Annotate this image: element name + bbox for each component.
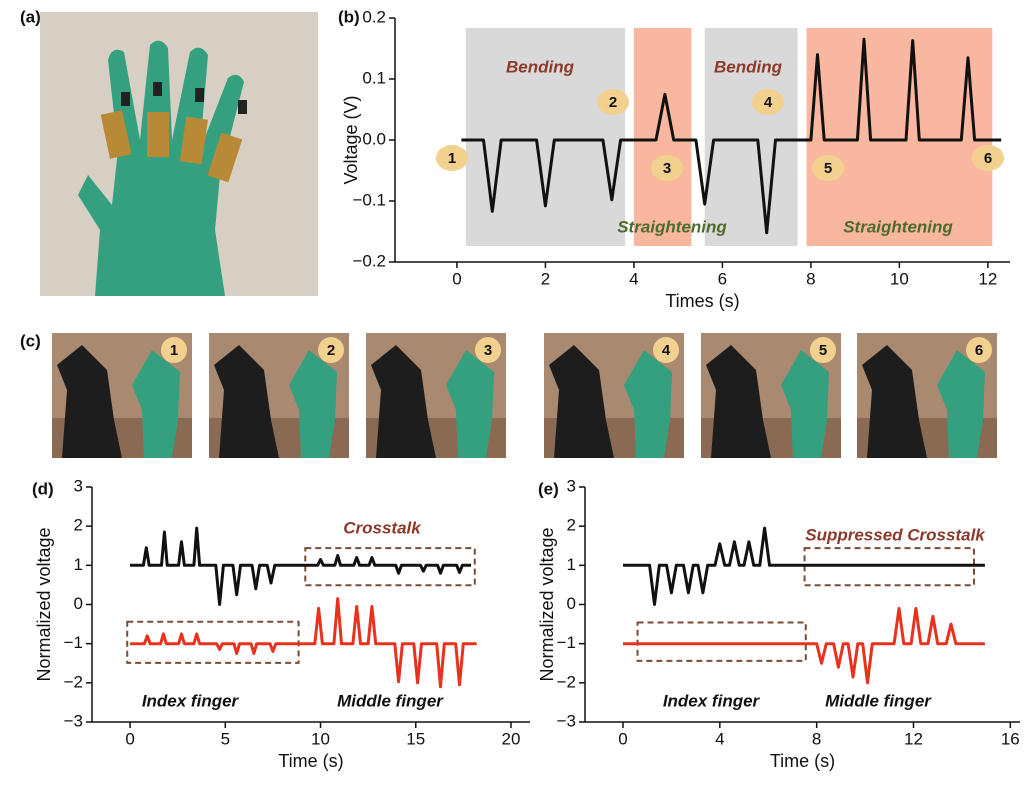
annotation: Index finger [142,691,240,710]
y-tick-label: 0 [74,594,83,613]
x-tick-label: 12 [978,269,997,288]
y-tick-label: −3 [557,711,576,730]
panel-label: (d) [32,479,54,498]
annotation: Suppressed Crosstalk [805,525,986,544]
x-tick-label: 0 [618,729,627,748]
x-tick-label: 6 [718,269,727,288]
signal-line [130,599,477,687]
step-marker-label: 5 [824,160,832,177]
photo-glove [40,12,318,296]
step-marker-label: 4 [764,94,773,111]
x-axis-title: Times (s) [665,291,739,311]
step-marker-label: 3 [663,160,671,177]
x-tick-label: 12 [904,729,923,748]
signal-line [130,528,471,604]
y-axis-title: Normalized voltage [537,527,557,681]
shaded-region [806,28,992,246]
y-tick-label: −3 [64,711,83,730]
y-tick-label: 0 [567,594,576,613]
photo-frame: 4 [544,333,684,458]
photo-frame: 2 [209,333,349,458]
x-axis-title: Time (s) [770,751,835,771]
x-tick-label: 10 [311,729,330,748]
y-tick-label: 2 [567,516,576,535]
y-tick-label: 0.0 [362,129,386,148]
x-tick-label: 4 [629,269,638,288]
annotation: Bending [714,57,783,76]
photo-frame: 5 [701,333,841,458]
x-tick-label: 16 [1001,729,1020,748]
x-tick-label: 4 [715,729,724,748]
frame-number: 4 [662,342,671,359]
y-tick-label: 0.1 [362,68,386,87]
photo-frame: 6 [857,333,997,458]
x-tick-label: 0 [125,729,134,748]
frame-number: 6 [975,342,983,359]
frame-number: 2 [327,342,335,359]
y-tick-label: −1 [557,633,576,652]
photo-strip: 1 2 3 4 5 6 [52,333,997,458]
dashed-box [638,623,806,661]
x-axis-title: Time (s) [278,751,343,771]
y-tick-label: 3 [567,476,576,495]
x-tick-label: 8 [812,729,821,748]
step-marker-label: 1 [448,150,456,167]
y-tick-label: 3 [74,476,83,495]
step-marker-label: 6 [984,150,992,167]
y-tick-label: −2 [557,672,576,691]
frame-number: 3 [484,342,492,359]
annotation: Bending [506,57,575,76]
x-tick-label: 10 [890,269,909,288]
annotation: Crosstalk [343,518,422,537]
y-tick-label: −0.2 [352,251,386,270]
x-tick-label: 0 [452,269,461,288]
x-tick-label: 2 [541,269,550,288]
y-tick-label: 2 [74,516,83,535]
y-tick-label: 1 [567,555,576,574]
signal-line [623,608,985,682]
y-axis-title: Normalized voltage [34,527,54,681]
annotation: Middle finger [825,691,932,710]
annotation: Straightening [843,217,953,236]
photo-frame: 1 [52,333,192,458]
x-tick-label: 15 [406,729,425,748]
shaded-region [634,28,692,246]
x-tick-label: 5 [221,729,230,748]
frame-number: 5 [819,342,827,359]
panel-label: (e) [538,479,559,498]
panel-label: (b) [338,7,360,26]
photo-frame: 3 [366,333,506,458]
y-tick-label: −0.1 [352,190,386,209]
frame-number: 1 [170,342,178,359]
panel-label: (a) [20,7,41,26]
y-tick-label: −2 [64,672,83,691]
annotation: Index finger [663,691,761,710]
step-marker-label: 2 [609,94,617,111]
x-tick-label: 20 [501,729,520,748]
annotation: Middle finger [337,691,444,710]
y-axis-title: Voltage (V) [341,95,361,184]
x-tick-label: 8 [806,269,815,288]
panel-label: (c) [20,331,41,350]
y-tick-label: 0.2 [362,7,386,26]
y-tick-label: −1 [64,633,83,652]
figure: (a) (c) 123456 024681012−0.2−0.10.00.10.… [0,0,1032,790]
annotation: Straightening [617,217,727,236]
y-tick-label: 1 [74,555,83,574]
